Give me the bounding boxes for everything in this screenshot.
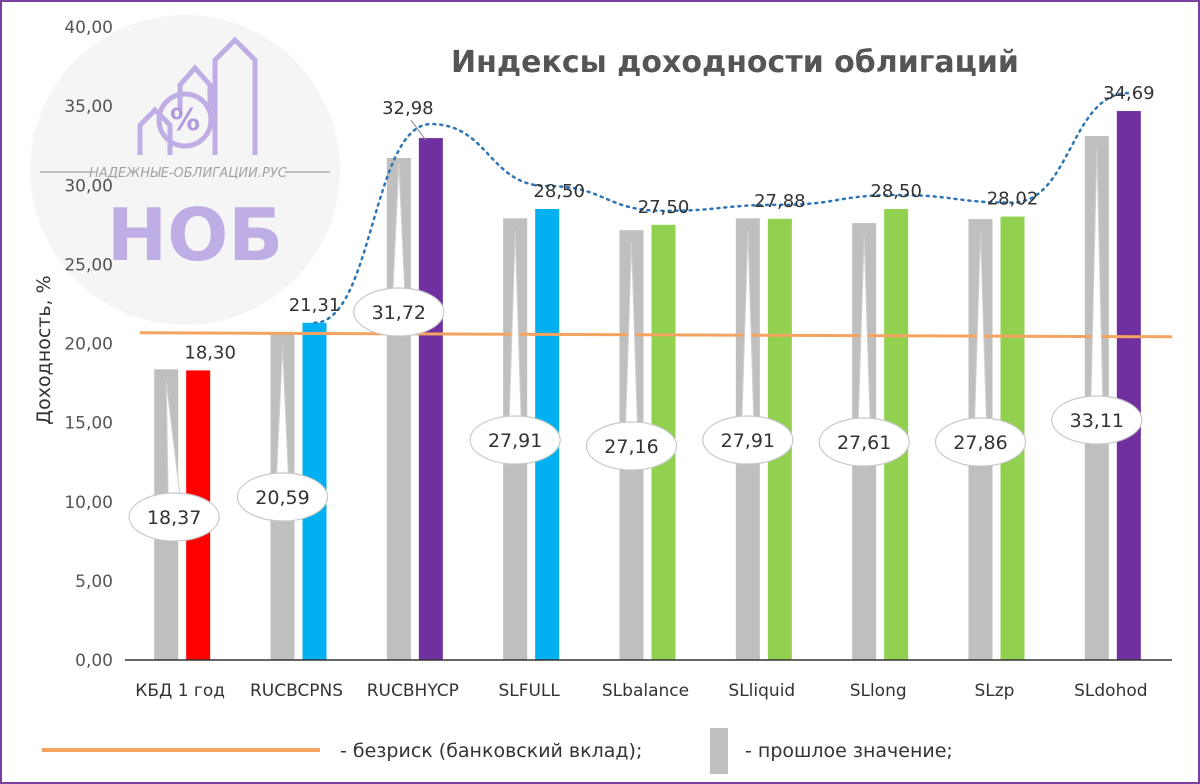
risk-free-line (139, 331, 1173, 339)
trend-line-group (313, 91, 1131, 325)
y-axis: 0,00 5,00 10,00 15,00 20,00 25,00 30,00 35,00 40… (64, 18, 113, 671)
x-axis: КБД 1 год RUCBCPNS RUCBHYCP SLFULL SLbalance… (135, 681, 1147, 701)
percent-icon: % (170, 103, 200, 138)
previous-value-label: 27,86 (953, 432, 1007, 454)
arrow-icon (212, 36, 258, 155)
previous-value-label: 27,61 (837, 432, 891, 454)
y-tick-label: 35,00 (64, 97, 113, 117)
y-tick-label: 10,00 (64, 493, 113, 513)
previous-value-callouts: 18,37 20,59 31,72 27,91 27,16 27,91 27,61 27,86… (128, 148, 1143, 542)
y-tick-label: 15,00 (64, 414, 113, 434)
y-tick-label: 40,00 (64, 18, 113, 38)
y-tick-label: 20,00 (64, 335, 113, 355)
y-axis-label: Доходность, % (33, 275, 55, 424)
callout-bubble (934, 417, 1027, 467)
previous-value-label: 27,91 (488, 430, 542, 452)
legend: - безриск (банковский вклад); - прошлое … (42, 728, 953, 774)
y-tick-label: 25,00 (64, 255, 113, 275)
watermark-abbr: НОБ (107, 193, 283, 277)
value-labels: 18,30 21,31 32,98 28,50 27,50 27,88 28,50 28,02… (184, 83, 1154, 363)
y-tick-label: 0,00 (75, 651, 113, 671)
current-value-label: 27,88 (754, 191, 806, 212)
x-tick-label: SLzp (975, 681, 1015, 701)
x-tick-label: RUCBHYCP (367, 681, 459, 701)
legend-previous-swatch (710, 728, 728, 774)
x-tick-label: SLdohod (1074, 681, 1147, 701)
legend-previous-label: - прошлое значение; (745, 740, 953, 762)
legend-risk-free-label: - безриск (банковский вклад); (340, 740, 642, 762)
current-value-bar (1116, 111, 1141, 660)
previous-value-label: 18,37 (147, 507, 201, 529)
y-tick-label: 5,00 (75, 572, 113, 592)
current-value-label: 18,30 (184, 342, 236, 363)
percent-circle-icon (156, 91, 214, 149)
trend-line (313, 91, 1131, 325)
x-tick-label: SLliquid (728, 681, 795, 701)
previous-value-label: 33,11 (1070, 410, 1124, 432)
current-value-label: 28,02 (987, 189, 1039, 210)
current-value-label: 32,98 (382, 98, 434, 119)
y-tick-label: 30,00 (64, 176, 113, 196)
previous-value-label: 31,72 (372, 302, 426, 324)
previous-value-label: 20,59 (255, 487, 309, 509)
watermark-logo: % НАДЕЖНЫЕ-ОБЛИГАЦИИ.РУС НОБ (30, 15, 340, 325)
x-tick-label: RUCBCPNS (250, 681, 343, 701)
current-value-label: 28,50 (533, 181, 585, 202)
callout-bubble (128, 492, 220, 542)
current-value-label: 27,50 (638, 197, 690, 218)
callout-bubble (236, 472, 329, 522)
previous-value-label: 27,91 (721, 430, 775, 452)
callout-bubble (1051, 395, 1143, 445)
arrow-icon (137, 106, 173, 155)
current-value-label: 28,50 (870, 181, 922, 202)
callout-bubble (353, 287, 445, 337)
x-tick-label: SLFULL (498, 681, 560, 701)
callout-bubble (585, 421, 678, 471)
callout-bubble (818, 417, 910, 467)
callout-bubble (702, 415, 794, 465)
x-tick-label: КБД 1 год (135, 681, 225, 701)
current-value-label: 34,69 (1103, 83, 1155, 104)
risk-free-line-group (139, 331, 1173, 339)
chart-title: Индексы доходности облигаций (451, 45, 1019, 80)
previous-value-label: 27,16 (604, 436, 658, 458)
current-value-label: 21,31 (289, 295, 341, 316)
callout-bubble (469, 415, 561, 465)
x-tick-label: SLbalance (602, 681, 689, 701)
watermark-site: НАДЕЖНЫЕ-ОБЛИГАЦИИ.РУС (89, 166, 288, 181)
label-leader-line (410, 119, 427, 141)
current-value-bar (418, 138, 443, 661)
x-tick-label: SLlong (850, 681, 907, 701)
